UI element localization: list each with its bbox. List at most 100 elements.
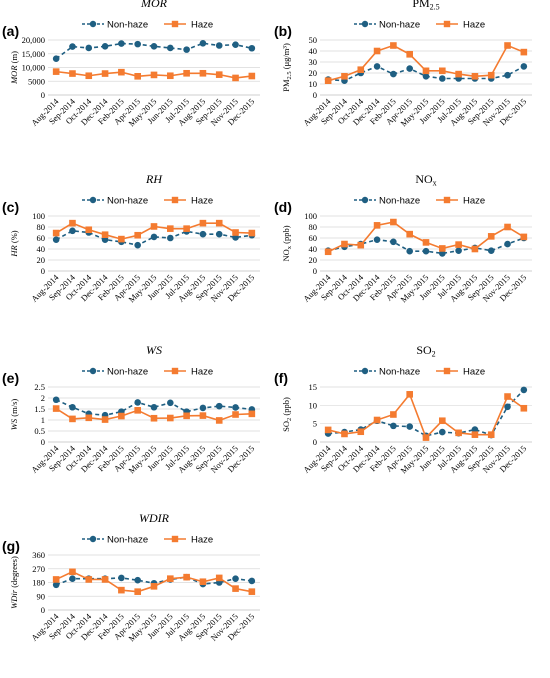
data-point-haze xyxy=(341,73,348,80)
data-point-haze xyxy=(52,229,60,237)
panel-letter: (e) xyxy=(2,370,19,386)
legend-label-haze: Haze xyxy=(191,195,213,206)
data-point-haze xyxy=(167,225,174,232)
data-point-nonhaze xyxy=(471,426,479,433)
legend-label-nonhaze: Non-haze xyxy=(107,195,148,206)
data-point-haze xyxy=(357,241,365,249)
data-point-nonhaze xyxy=(52,396,60,404)
data-point-nonhaze xyxy=(455,247,462,254)
y-tick-label: 0 xyxy=(313,266,317,276)
y-tick-label: 1 xyxy=(41,415,45,425)
y-axis-label: WDir (degrees) xyxy=(9,556,19,609)
y-axis-label-unit: (ppb) xyxy=(281,397,291,418)
data-point-haze xyxy=(455,429,462,437)
data-point-nonhaze xyxy=(69,227,76,235)
data-point-haze xyxy=(390,411,397,418)
legend: Non-haze Haze xyxy=(354,19,485,30)
y-tick-label: 10 xyxy=(309,79,318,89)
data-point-haze xyxy=(52,405,60,412)
data-point-haze xyxy=(118,235,125,243)
data-point-haze xyxy=(504,42,511,49)
data-point-nonhaze xyxy=(215,402,223,410)
y-axis-label: HR (%) xyxy=(9,230,19,257)
data-point-nonhaze xyxy=(134,399,141,406)
y-tick-label: 2.5 xyxy=(34,382,45,392)
data-point-nonhaze xyxy=(373,63,381,70)
series-nonhaze xyxy=(324,386,528,440)
data-point-haze xyxy=(232,585,239,592)
y-axis-label-unit: (μg/m³) xyxy=(281,43,291,71)
data-point-nonhaze xyxy=(232,41,239,48)
y-tick-label: 360 xyxy=(32,550,45,560)
data-point-haze xyxy=(341,240,348,248)
data-point-haze xyxy=(248,229,256,237)
data-point-haze xyxy=(167,72,174,80)
legend-marker-haze xyxy=(443,20,451,28)
legend-label-haze: Haze xyxy=(191,534,213,545)
data-point-haze xyxy=(390,42,397,49)
chart-title-main: SO xyxy=(416,343,432,357)
data-point-nonhaze xyxy=(520,63,528,70)
y-axis-label: WS (m/s) xyxy=(9,399,19,431)
y-axis-label: MOR (m) xyxy=(9,51,19,85)
data-point-haze xyxy=(150,71,158,79)
data-point-haze xyxy=(52,68,60,75)
legend-marker-haze xyxy=(171,196,179,204)
y-axis-label-main: MOR xyxy=(9,65,19,85)
data-point-nonhaze xyxy=(85,44,93,52)
data-point-haze xyxy=(487,431,495,438)
data-point-haze xyxy=(183,69,190,77)
data-point-haze xyxy=(183,412,190,420)
data-point-haze xyxy=(439,245,446,252)
data-point-nonhaze xyxy=(101,43,109,50)
data-point-haze xyxy=(373,47,381,55)
data-point-nonhaze xyxy=(183,46,190,53)
legend-label-nonhaze: Non-haze xyxy=(379,19,420,30)
series-nonhaze xyxy=(52,396,256,419)
data-point-haze xyxy=(167,414,174,422)
data-point-haze xyxy=(199,578,207,586)
data-point-nonhaze xyxy=(422,247,430,255)
data-point-nonhaze xyxy=(118,574,125,582)
y-tick-label: 5 xyxy=(313,419,317,429)
data-point-haze xyxy=(324,248,332,256)
data-point-haze xyxy=(390,218,397,226)
data-point-haze xyxy=(248,72,256,80)
data-point-nonhaze xyxy=(439,75,446,82)
data-point-haze xyxy=(69,415,76,423)
panel-letter: (f) xyxy=(274,370,288,386)
data-point-nonhaze xyxy=(439,428,446,436)
y-tick-label: 60 xyxy=(37,233,46,243)
legend-marker-nonhaze xyxy=(89,535,97,543)
data-point-haze xyxy=(373,416,381,424)
data-point-haze xyxy=(215,417,223,424)
data-point-haze xyxy=(118,68,125,76)
y-axis-label-main: WS xyxy=(9,418,19,430)
data-point-haze xyxy=(357,428,365,436)
legend-label-nonhaze: Non-haze xyxy=(379,195,420,206)
legend-marker-nonhaze xyxy=(89,20,97,28)
chart-title-main: RH xyxy=(145,172,163,186)
legend-label-nonhaze: Non-haze xyxy=(107,19,148,30)
data-point-nonhaze xyxy=(134,40,141,48)
data-point-haze xyxy=(439,67,446,75)
chart-title: WS xyxy=(146,343,162,357)
data-point-nonhaze xyxy=(390,422,397,430)
chart-title: PM2.5 xyxy=(412,0,439,12)
data-point-haze xyxy=(487,233,495,240)
data-point-haze xyxy=(85,414,93,422)
y-tick-label: 100 xyxy=(304,211,317,221)
data-point-nonhaze xyxy=(150,43,158,50)
data-point-haze xyxy=(52,576,60,583)
y-tick-label: 15,000 xyxy=(22,49,45,59)
data-point-haze xyxy=(520,233,528,241)
data-point-nonhaze xyxy=(406,247,413,255)
legend-marker-nonhaze xyxy=(361,196,369,204)
y-tick-label: 5000 xyxy=(28,76,45,86)
data-point-nonhaze xyxy=(69,43,76,50)
panel-letter: (g) xyxy=(2,538,20,554)
